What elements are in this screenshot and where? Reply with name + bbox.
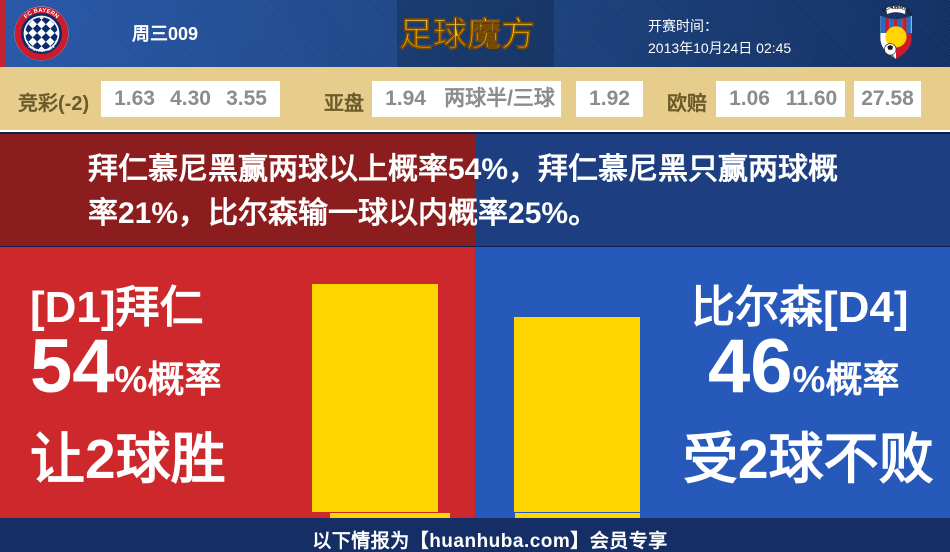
svg-text:足球魔方: 足球魔方	[399, 16, 535, 54]
